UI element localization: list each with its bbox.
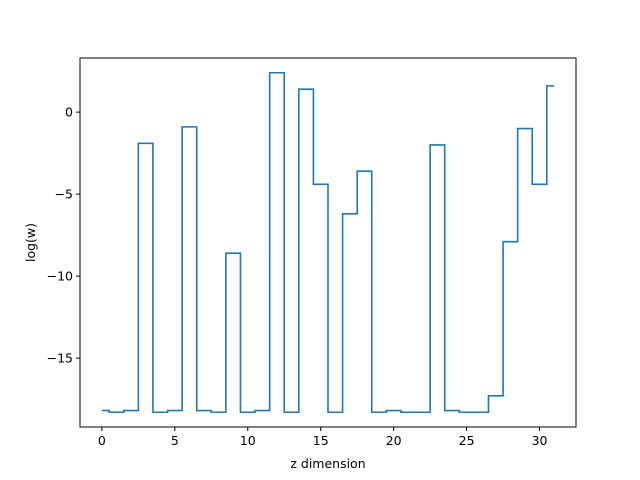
axes-frame <box>79 57 577 428</box>
y-tick-label: −10 <box>47 269 73 284</box>
y-tick-label: −5 <box>55 187 73 202</box>
x-tick-label: 20 <box>386 433 402 448</box>
x-tick-label: 15 <box>313 433 329 448</box>
x-tick-label: 5 <box>171 433 179 448</box>
x-tick-label: 30 <box>532 433 548 448</box>
x-tick-label: 0 <box>98 433 106 448</box>
y-tick-label: −15 <box>47 351 73 366</box>
y-tick-label: 0 <box>65 105 73 120</box>
x-tick-label: 10 <box>240 433 256 448</box>
x-tick-label: 25 <box>459 433 475 448</box>
series-line <box>101 71 555 414</box>
x-axis-label: z dimension <box>290 456 365 471</box>
y-axis-label: log(w) <box>23 223 38 262</box>
